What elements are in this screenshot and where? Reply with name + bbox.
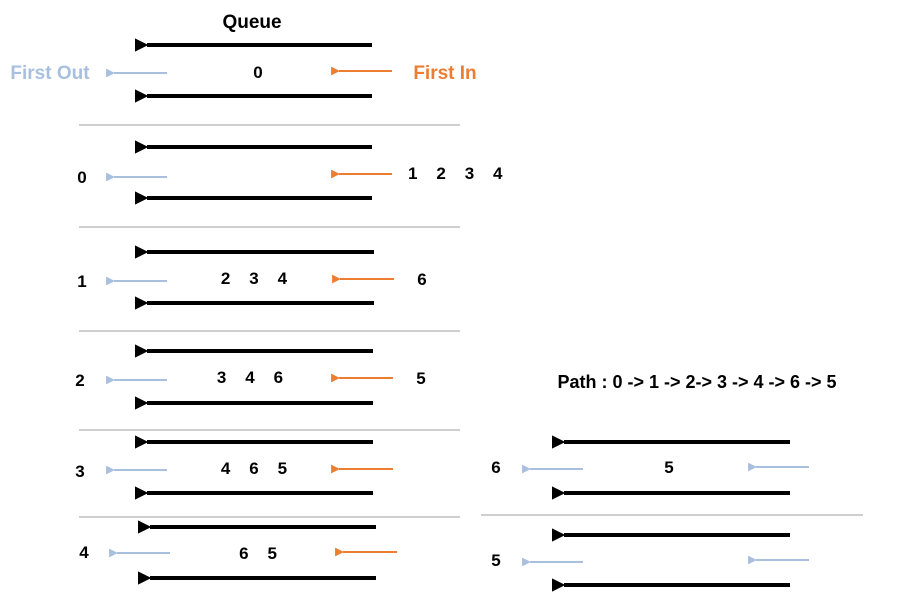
queue-step-6: 6 5 — [491, 435, 809, 500]
queue-title: Queue — [222, 12, 281, 33]
dequeued-node: 6 — [491, 458, 500, 477]
queue-contents: 6 5 — [239, 544, 277, 563]
incoming-nodes: 1 2 3 4 — [408, 164, 503, 183]
queue-step-3: 2 3 4 6 5 — [75, 344, 426, 410]
first-out-label: First Out — [10, 63, 90, 84]
incoming-nodes: 5 — [416, 369, 425, 388]
queue-step-7: 5 — [491, 528, 809, 592]
queue-step-5: 4 6 5 — [79, 520, 397, 585]
first-in-label: First In — [413, 63, 476, 84]
dequeued-node: 5 — [491, 551, 500, 570]
queue-step-4: 3 4 6 5 — [75, 435, 393, 500]
dequeued-node: 1 — [77, 272, 86, 291]
incoming-nodes: 6 — [417, 270, 426, 289]
queue-contents: 3 4 6 — [217, 368, 283, 387]
queue-contents: 2 3 4 — [221, 269, 288, 288]
dequeued-node: 2 — [75, 371, 84, 390]
queue-contents: 5 — [664, 458, 673, 477]
queue-contents: 4 6 5 — [221, 459, 287, 478]
queue-step-2: 1 2 3 4 6 — [77, 245, 427, 310]
dequeued-node: 0 — [77, 168, 86, 187]
dequeued-node: 4 — [79, 543, 89, 562]
path-label: Path : 0 -> 1 -> 2-> 3 -> 4 -> 6 -> 5 — [557, 372, 836, 392]
queue-contents: 0 — [253, 63, 262, 82]
queue-step-1: 0 1 2 3 4 — [77, 140, 503, 205]
dequeued-node: 3 — [75, 462, 84, 481]
queue-step-0: 0 — [106, 38, 392, 103]
